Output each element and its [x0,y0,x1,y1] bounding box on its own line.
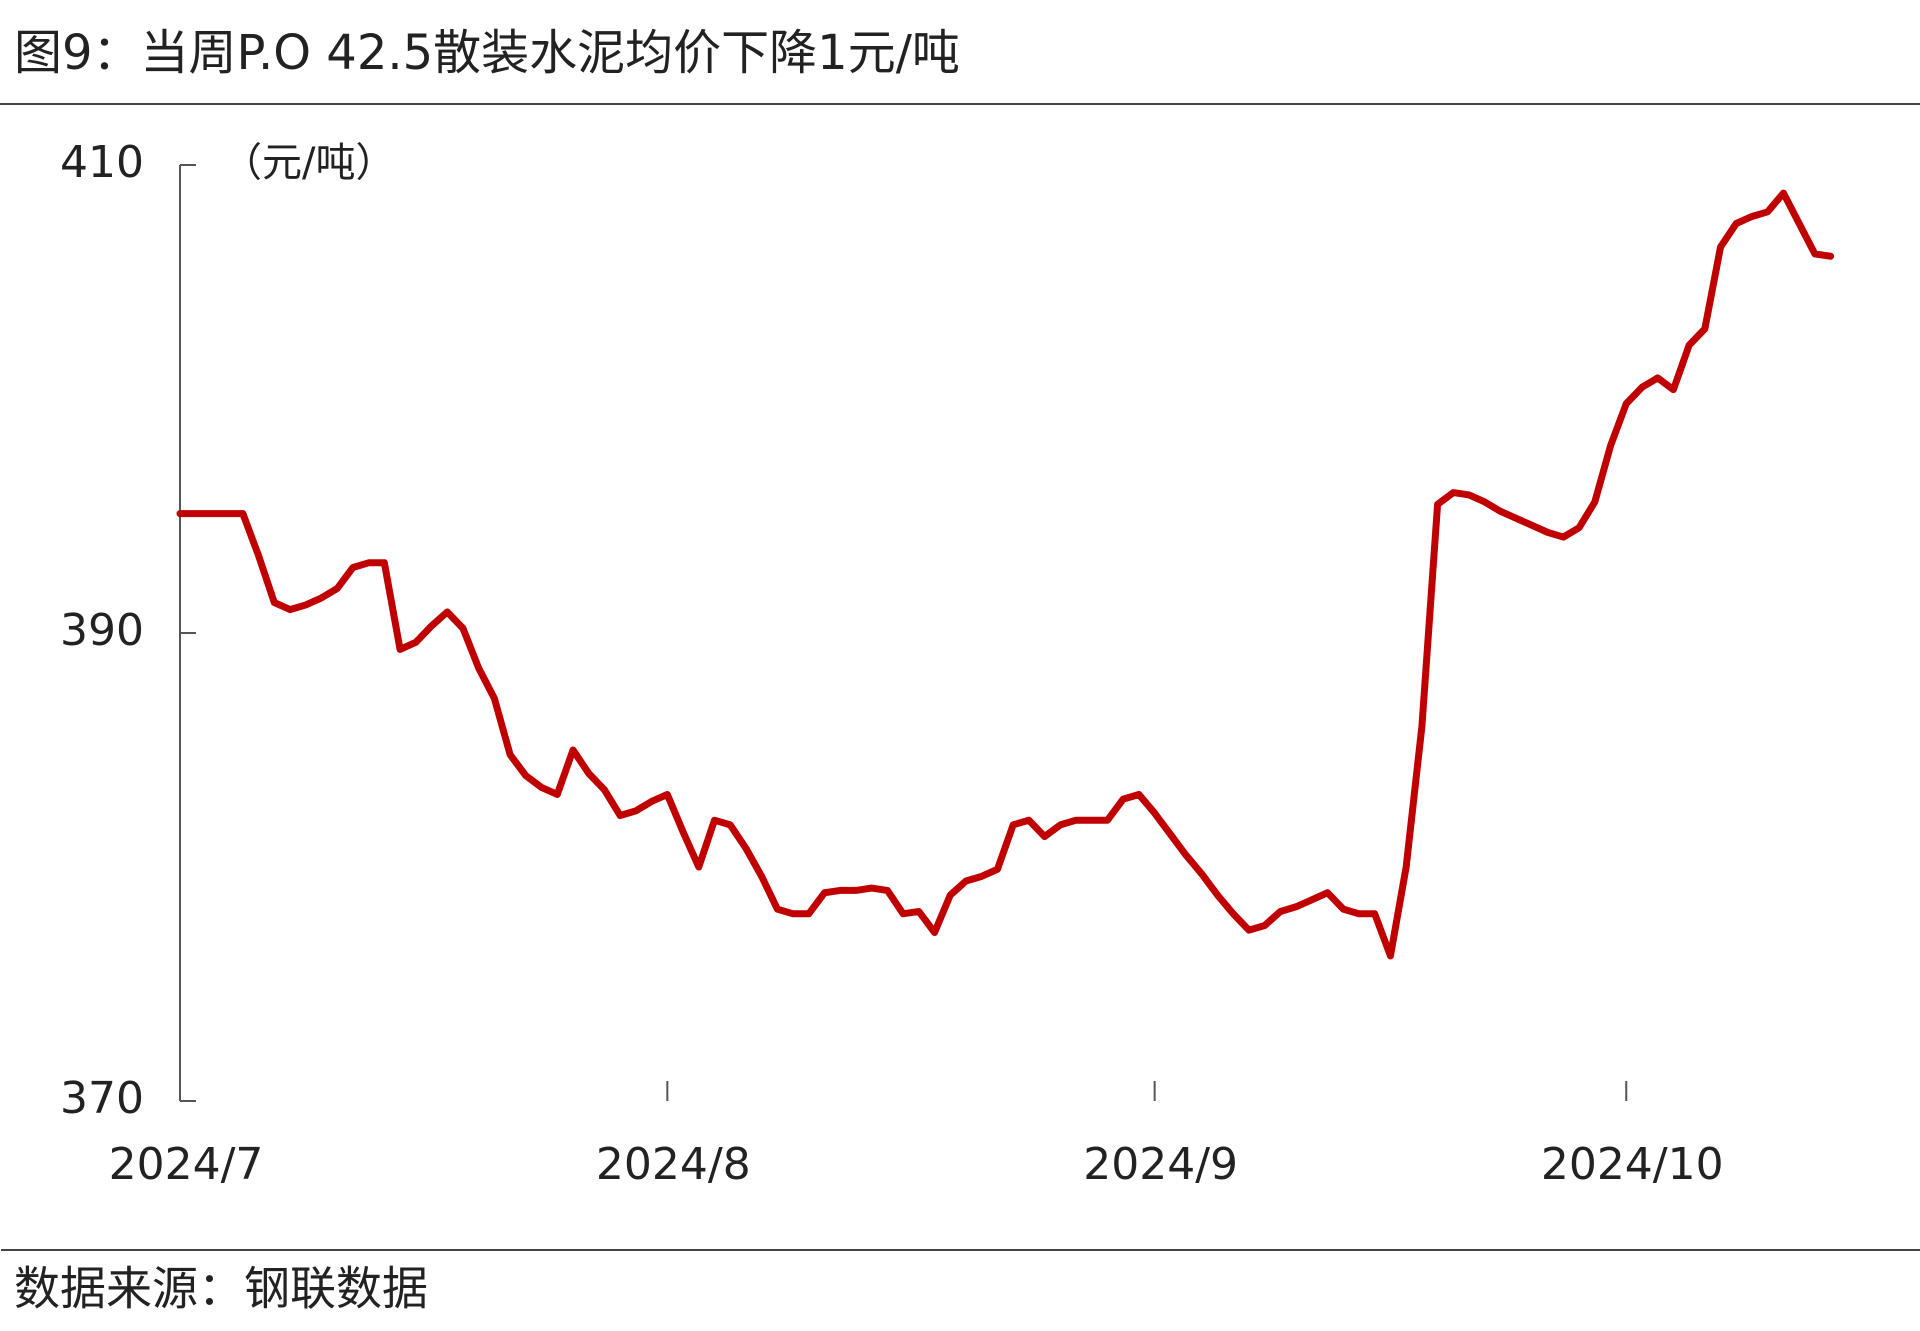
y-tick-label: 390 [60,605,144,656]
source: 数据来源：钢联数据 [14,1262,428,1316]
x-tick-label: 2024/10 [1541,1139,1724,1190]
y-tick-label: 410 [60,137,144,188]
x-tick-label: 2024/8 [596,1139,751,1190]
y-axis-label: （元/吨） [222,140,395,186]
chart-title: 图9：当周P.O 42.5散装水泥均价下降1元/吨 [14,25,960,81]
y-tick-label: 370 [60,1073,144,1124]
x-tick-label: 2024/7 [109,1139,264,1190]
line [176,189,1835,960]
x-tick-label: 2024/9 [1083,1139,1238,1190]
